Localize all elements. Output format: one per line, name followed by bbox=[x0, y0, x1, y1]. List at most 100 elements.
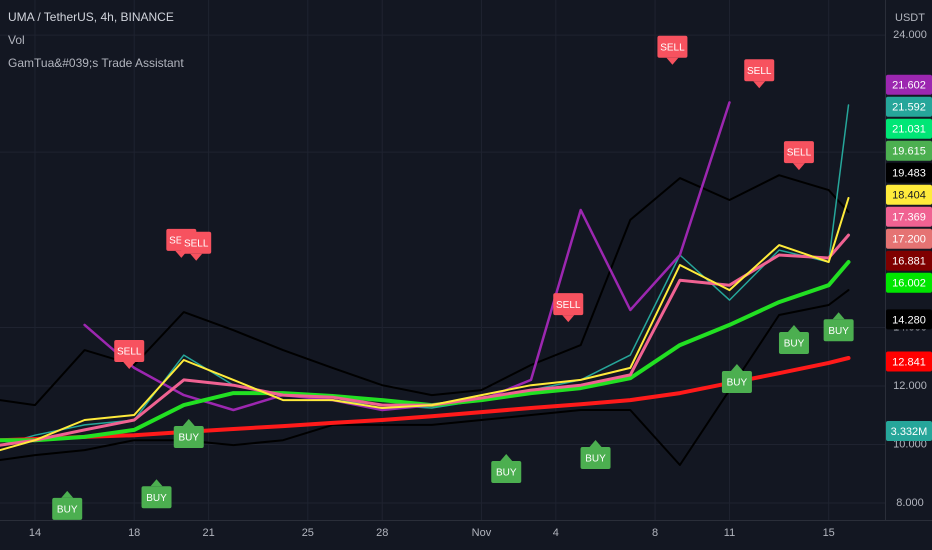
price-tag: 18.404 bbox=[886, 184, 932, 205]
volume-tag: 3.332M bbox=[886, 421, 932, 441]
signal-label: BUY bbox=[496, 468, 517, 479]
price-tag: 16.881 bbox=[886, 250, 932, 271]
signal-label: SELL bbox=[117, 347, 142, 358]
price-tag: 14.280 bbox=[886, 309, 932, 330]
price-tag-label: 12.841 bbox=[892, 356, 926, 368]
signal: BUY bbox=[721, 363, 752, 393]
signal-box bbox=[657, 35, 688, 58]
signal-label: BUY bbox=[727, 378, 748, 389]
price-tag-label: 16.881 bbox=[892, 256, 926, 268]
y-tick-label: 8.000 bbox=[896, 497, 924, 509]
price-tag-label: 17.200 bbox=[892, 234, 926, 246]
signal-box bbox=[491, 461, 522, 484]
signal-box bbox=[114, 339, 145, 362]
price-tag: 17.200 bbox=[886, 228, 932, 249]
price-tag: 21.602 bbox=[886, 74, 932, 95]
signal-pointer bbox=[61, 490, 74, 498]
signal-box bbox=[778, 332, 809, 355]
price-tag-label: 21.031 bbox=[892, 124, 926, 136]
signal-pointer bbox=[589, 439, 602, 447]
x-tick-label: 11 bbox=[724, 527, 735, 539]
price-tag-box bbox=[886, 162, 932, 183]
signal: BUY bbox=[491, 454, 522, 484]
x-tick-label: 14 bbox=[29, 527, 41, 539]
signal-box bbox=[580, 446, 611, 469]
y-tick-label: 24.000 bbox=[893, 29, 927, 41]
price-tag: 17.369 bbox=[886, 206, 932, 227]
signal-label: SELL bbox=[787, 148, 812, 159]
price-tag: 19.615 bbox=[886, 140, 932, 161]
signal-pointer bbox=[832, 312, 845, 320]
signal-box bbox=[141, 486, 172, 509]
price-tag-box bbox=[886, 309, 932, 330]
x-tick-label: 28 bbox=[376, 527, 388, 539]
signal-box bbox=[721, 370, 752, 393]
signal: BUY bbox=[778, 325, 809, 355]
signal: SELL bbox=[181, 231, 212, 261]
signal-pointer bbox=[666, 57, 679, 65]
signal-pointer bbox=[787, 325, 800, 333]
signal-box bbox=[744, 59, 775, 82]
x-tick-label: Nov bbox=[472, 527, 492, 539]
price-tag-label: 19.483 bbox=[892, 168, 926, 180]
signal-label: SELL bbox=[556, 300, 581, 311]
indicator-label: GamTua&#039;s Trade Assistant bbox=[8, 56, 184, 70]
price-tag: 21.592 bbox=[886, 96, 932, 117]
price-tag-box bbox=[886, 228, 932, 249]
x-tick-label: 25 bbox=[302, 527, 314, 539]
signal: BUY bbox=[580, 439, 611, 469]
signal-label: BUY bbox=[57, 505, 78, 516]
price-tag: 16.002 bbox=[886, 272, 932, 293]
price-tag-box bbox=[886, 206, 932, 227]
x-tick-label: 18 bbox=[128, 527, 140, 539]
signal-box bbox=[553, 293, 584, 316]
price-tag-label: 19.615 bbox=[892, 146, 926, 158]
x-tick-label: 4 bbox=[553, 527, 559, 539]
price-tag-label: 16.002 bbox=[892, 278, 926, 290]
signal: SELL bbox=[657, 35, 688, 65]
price-tag-label: 21.602 bbox=[892, 80, 926, 92]
price-tag-box bbox=[886, 250, 932, 271]
signal-box bbox=[783, 141, 814, 164]
price-tag-box bbox=[886, 184, 932, 205]
signal-label: BUY bbox=[585, 454, 606, 465]
x-tick-label: 21 bbox=[202, 527, 214, 539]
price-tag: 21.031 bbox=[886, 118, 932, 139]
price-tag-box bbox=[886, 272, 932, 293]
chart-title: UMA / TetherUS, 4h, BINANCE bbox=[8, 10, 174, 24]
signal-box bbox=[173, 425, 204, 448]
signal-pointer bbox=[792, 163, 805, 171]
signal: SELL bbox=[744, 59, 775, 89]
signal: SELL bbox=[114, 339, 145, 369]
plot: SELLSELLSELLSELLSELLSELLSELLBUYBUYBUYBUY… bbox=[0, 35, 854, 520]
series-line bbox=[0, 197, 850, 452]
currency-label: USDT bbox=[895, 12, 925, 24]
signal-label: BUY bbox=[178, 433, 199, 444]
signal-pointer bbox=[500, 454, 513, 462]
signal: SELL bbox=[783, 141, 814, 171]
signal: BUY bbox=[173, 418, 204, 448]
signal-label: SELL bbox=[184, 238, 209, 249]
price-tag-label: 21.592 bbox=[892, 102, 926, 114]
signal-box bbox=[823, 319, 854, 342]
signal: BUY bbox=[141, 479, 172, 509]
price-tag-box bbox=[886, 351, 932, 372]
series-line bbox=[0, 174, 850, 407]
signal-pointer bbox=[190, 253, 203, 261]
signal: BUY bbox=[823, 312, 854, 342]
y-tick-label: 12.000 bbox=[893, 380, 927, 392]
signal-label: BUY bbox=[828, 326, 849, 337]
signal-box bbox=[52, 497, 83, 520]
signal-label: BUY bbox=[784, 339, 805, 350]
signal-label: SELL bbox=[747, 66, 772, 77]
price-tag-box bbox=[886, 118, 932, 139]
price-tag-box bbox=[886, 74, 932, 95]
signal-label: SELL bbox=[660, 42, 685, 53]
price-tag-box bbox=[886, 140, 932, 161]
signal-pointer bbox=[753, 81, 766, 89]
x-tick-label: 15 bbox=[823, 527, 835, 539]
volume-tag-label: 3.332M bbox=[891, 426, 928, 438]
volume-tag-box bbox=[886, 421, 932, 441]
